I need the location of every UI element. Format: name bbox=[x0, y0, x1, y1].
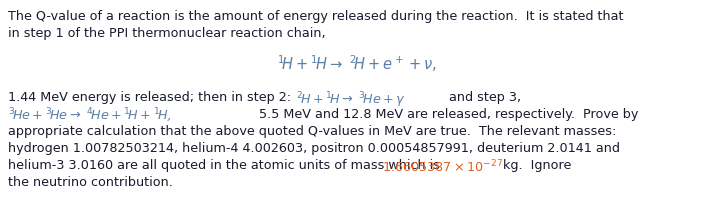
Text: kg.  Ignore: kg. Ignore bbox=[499, 159, 571, 172]
Text: hydrogen 1.00782503214, helium-4 4.002603, positron 0.00054857991, deuterium 2.0: hydrogen 1.00782503214, helium-4 4.00260… bbox=[8, 142, 620, 155]
Text: helium-3 3.0160 are all quoted in the atomic units of mass which is: helium-3 3.0160 are all quoted in the at… bbox=[8, 159, 444, 172]
Text: 5.5 MeV and 12.8 MeV are released, respectively.  Prove by: 5.5 MeV and 12.8 MeV are released, respe… bbox=[255, 108, 638, 121]
Text: The Q-value of a reaction is the amount of energy released during the reaction. : The Q-value of a reaction is the amount … bbox=[8, 10, 623, 23]
Text: appropriate calculation that the above quoted Q-values in MeV are true.  The rel: appropriate calculation that the above q… bbox=[8, 125, 616, 138]
Text: 1.44 MeV energy is released; then in step 2:: 1.44 MeV energy is released; then in ste… bbox=[8, 91, 295, 104]
Text: the neutrino contribution.: the neutrino contribution. bbox=[8, 176, 173, 189]
Text: $^1\!H + {}^1\!H \rightarrow \ {}^2\!H + e^+ + \nu,$: $^1\!H + {}^1\!H \rightarrow \ {}^2\!H +… bbox=[277, 53, 437, 74]
Text: in step 1 of the PPI thermonuclear reaction chain,: in step 1 of the PPI thermonuclear react… bbox=[8, 27, 326, 40]
Text: and step 3,: and step 3, bbox=[445, 91, 521, 104]
Text: $^3\!He + {}^3\!He \rightarrow \ {}^4\!He + {}^1\!H + {}^1\!H$,: $^3\!He + {}^3\!He \rightarrow \ {}^4\!H… bbox=[8, 107, 172, 125]
Text: $^2\!H + {}^1\!H \rightarrow \ {}^3\!He + \gamma$: $^2\!H + {}^1\!H \rightarrow \ {}^3\!He … bbox=[296, 90, 406, 110]
Text: $1.6605387 \times 10^{-27}$: $1.6605387 \times 10^{-27}$ bbox=[382, 158, 503, 175]
